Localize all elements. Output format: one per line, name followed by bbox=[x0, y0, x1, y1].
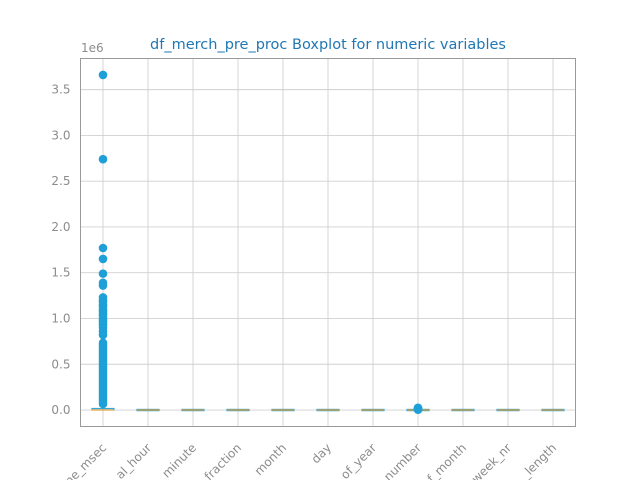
outlier-point bbox=[98, 70, 108, 80]
x-tick-label: _minute bbox=[154, 441, 199, 480]
y-tick-label: 3.0 bbox=[51, 128, 70, 142]
outlier-point bbox=[98, 269, 108, 278]
x-tick-label: of_year bbox=[338, 441, 379, 480]
marks-layer bbox=[91, 70, 565, 414]
x-tick-label: day bbox=[309, 441, 335, 467]
grid-layer bbox=[80, 58, 576, 427]
outlier-point bbox=[98, 254, 108, 264]
outlier-point bbox=[98, 243, 108, 253]
outlier-point bbox=[98, 154, 108, 164]
y-tick-label: 3.5 bbox=[51, 83, 70, 97]
x-tick-label: month bbox=[252, 441, 289, 478]
axis-layer: 0.0 0.5 1.0 1.5 2.0 2.5 3.0 3.5 ne_msec al_hour _m… bbox=[51, 83, 559, 480]
y-tick-label: 2.0 bbox=[51, 220, 70, 234]
outlier-cluster bbox=[98, 338, 108, 409]
y-tick-label: 1.0 bbox=[51, 311, 70, 325]
x-tick-label: _length bbox=[517, 441, 559, 480]
y-tick-label: 2.5 bbox=[51, 174, 70, 188]
x-tick-label: al_hour bbox=[113, 441, 154, 480]
x-tick-label: ne_msec bbox=[62, 441, 109, 480]
plot-frame bbox=[80, 58, 576, 427]
chart-title: df_merch_pre_proc Boxplot for numeric va… bbox=[150, 37, 506, 53]
x-tick-label: week_nr bbox=[469, 441, 514, 480]
x-tick-label: f_month bbox=[424, 441, 469, 480]
y-tick-label: 0.0 bbox=[51, 403, 70, 417]
x-tick-label: _fraction bbox=[197, 441, 244, 480]
y-offset-label: 1e6 bbox=[81, 41, 104, 55]
y-tick-label: 1.5 bbox=[51, 266, 70, 280]
x-tick-label: number bbox=[381, 441, 424, 480]
y-tick-label: 0.5 bbox=[51, 357, 70, 371]
outlier-point bbox=[413, 403, 423, 413]
outlier-point bbox=[98, 293, 108, 302]
outlier-point bbox=[98, 278, 108, 288]
